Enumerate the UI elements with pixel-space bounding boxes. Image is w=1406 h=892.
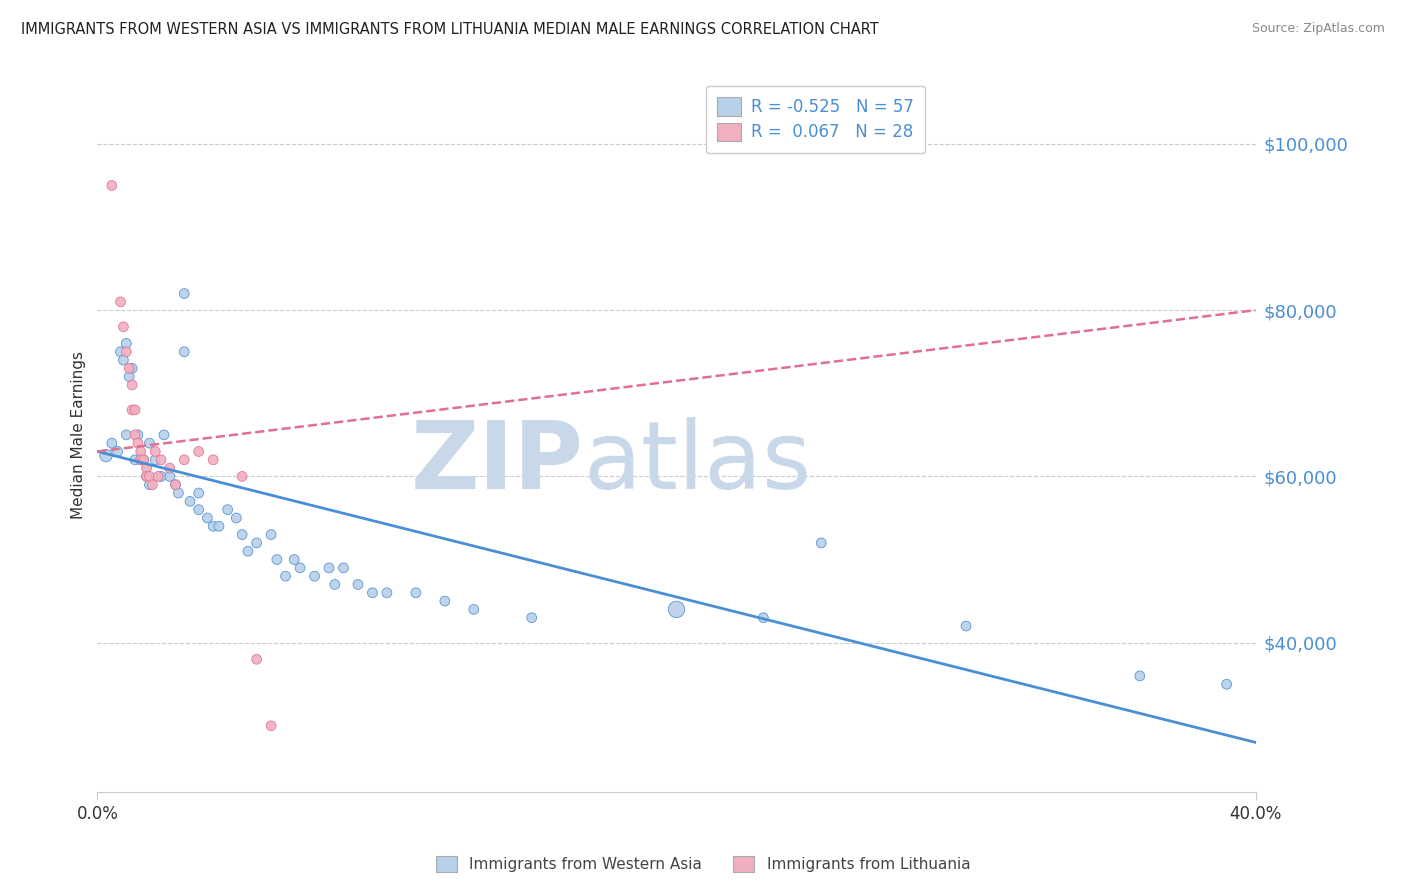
Point [173, 344, 195, 359]
Point [127, 428, 149, 442]
Text: ZIP: ZIP [411, 417, 583, 509]
Point [274, 569, 297, 583]
Point [304, 569, 326, 583]
Point [107, 444, 129, 458]
Point [135, 461, 157, 475]
Point [101, 436, 124, 450]
Point [665, 602, 688, 616]
Point [197, 511, 219, 525]
Point [173, 452, 195, 467]
Point [135, 469, 157, 483]
Point [260, 527, 283, 541]
Point [115, 428, 138, 442]
Point [129, 452, 152, 467]
Point [124, 428, 146, 442]
Point [520, 611, 543, 625]
Point [208, 519, 231, 533]
Point [361, 586, 384, 600]
Point [132, 452, 155, 467]
Point [115, 344, 138, 359]
Point [141, 477, 163, 491]
Point [159, 461, 181, 475]
Point [260, 719, 283, 733]
Point [236, 544, 259, 558]
Point [153, 428, 176, 442]
Point [167, 486, 190, 500]
Point [135, 469, 157, 483]
Point [810, 536, 832, 550]
Point [187, 444, 209, 458]
Point [129, 444, 152, 458]
Point [101, 178, 124, 193]
Point [288, 561, 311, 575]
Point [1129, 669, 1152, 683]
Point [112, 353, 135, 368]
Point [433, 594, 456, 608]
Point [110, 344, 132, 359]
Point [323, 577, 346, 591]
Point [159, 469, 181, 483]
Point [283, 552, 305, 566]
Text: atlas: atlas [583, 417, 813, 509]
Point [231, 527, 253, 541]
Point [138, 469, 160, 483]
Point [463, 602, 485, 616]
Point [347, 577, 370, 591]
Point [332, 561, 354, 575]
Point [118, 361, 141, 376]
Point [266, 552, 288, 566]
Point [179, 494, 201, 508]
Point [143, 452, 166, 467]
Point [115, 336, 138, 351]
Point [146, 469, 169, 483]
Point [165, 477, 187, 491]
Point [202, 519, 225, 533]
Point [225, 511, 247, 525]
Point [217, 502, 239, 516]
Point [124, 403, 146, 417]
Point [752, 611, 775, 625]
Point [173, 286, 195, 301]
Point [202, 452, 225, 467]
Point [138, 477, 160, 491]
Point [124, 452, 146, 467]
Point [127, 436, 149, 450]
Point [121, 361, 143, 376]
Text: IMMIGRANTS FROM WESTERN ASIA VS IMMIGRANTS FROM LITHUANIA MEDIAN MALE EARNINGS C: IMMIGRANTS FROM WESTERN ASIA VS IMMIGRAN… [21, 22, 879, 37]
Legend: R = -0.525   N = 57, R =  0.067   N = 28: R = -0.525 N = 57, R = 0.067 N = 28 [706, 86, 925, 153]
Legend: Immigrants from Western Asia, Immigrants from Lithuania: Immigrants from Western Asia, Immigrants… [429, 848, 977, 880]
Point [1215, 677, 1237, 691]
Point [150, 452, 173, 467]
Point [94, 449, 117, 463]
Y-axis label: Median Male Earnings: Median Male Earnings [72, 351, 86, 519]
Point [110, 294, 132, 309]
Point [318, 561, 340, 575]
Point [132, 452, 155, 467]
Point [150, 469, 173, 483]
Point [138, 436, 160, 450]
Point [118, 369, 141, 384]
Point [231, 469, 253, 483]
Point [112, 319, 135, 334]
Point [129, 452, 152, 467]
Point [375, 586, 398, 600]
Point [143, 444, 166, 458]
Point [121, 378, 143, 392]
Point [165, 477, 187, 491]
Text: Source: ZipAtlas.com: Source: ZipAtlas.com [1251, 22, 1385, 36]
Point [187, 502, 209, 516]
Point [246, 652, 269, 666]
Point [955, 619, 977, 633]
Point [405, 586, 427, 600]
Point [121, 403, 143, 417]
Point [187, 486, 209, 500]
Point [246, 536, 269, 550]
